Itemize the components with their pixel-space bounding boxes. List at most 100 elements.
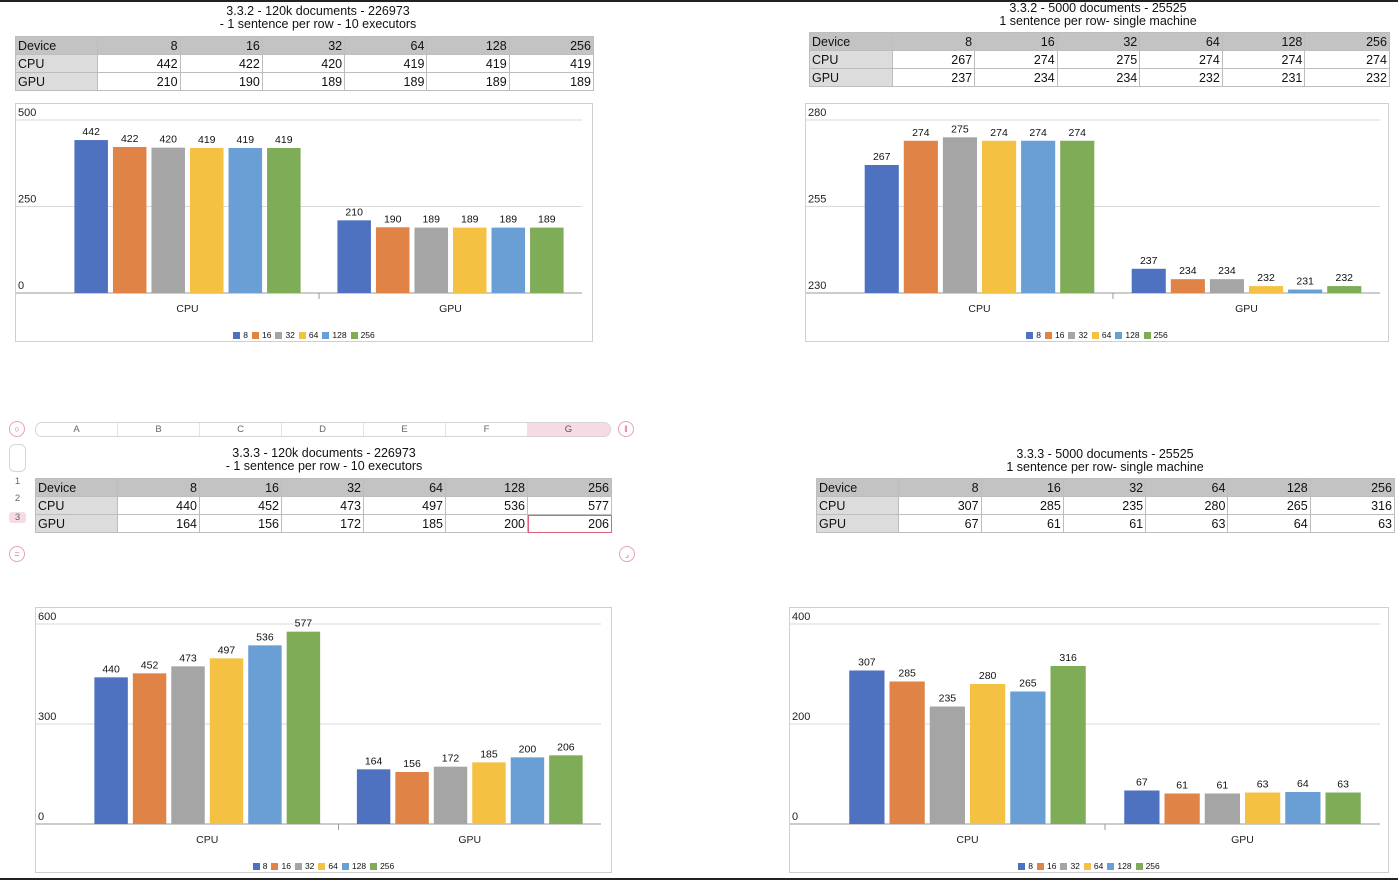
column-header-cell[interactable]: 256: [527, 478, 612, 497]
panel-1-data-table: Device 8 16 32 64 128 256 CPU 442 422 420 419 419 419…: [14, 36, 594, 91]
column-header-cell[interactable]: 64: [363, 478, 446, 497]
column-header-cell: 64: [344, 36, 428, 55]
table-cell[interactable]: 440: [117, 496, 200, 515]
bar-16-gpu: [395, 772, 429, 824]
table-cell: 189: [344, 72, 428, 91]
data-label: 235: [939, 693, 957, 705]
legend-swatch: [271, 863, 279, 870]
table-cell[interactable]: 172: [281, 514, 364, 533]
bar-8-gpu: [1124, 790, 1160, 824]
bar-16-cpu: [903, 140, 938, 293]
table-cell[interactable]: 452: [199, 496, 282, 515]
legend-swatch: [1091, 332, 1099, 339]
table-cell: 189: [426, 72, 510, 91]
column-header-cell[interactable]: 8: [117, 478, 200, 497]
table-cell[interactable]: 206: [527, 514, 612, 533]
legend-item: 32: [1068, 330, 1088, 340]
row-header-track[interactable]: [9, 444, 26, 472]
chart-legend: 8 16 32 64 128 256: [16, 330, 592, 340]
column-header-cell: Device: [809, 32, 893, 51]
table-cell[interactable]: 185: [363, 514, 446, 533]
data-label: 285: [898, 668, 916, 680]
y-tick-label: 0: [38, 811, 44, 823]
legend-item: 128: [322, 330, 347, 340]
bar-64-cpu: [982, 140, 1017, 293]
table-row: GPU 164 156 172 185 200 206: [35, 514, 612, 533]
column-letter-a[interactable]: A: [36, 423, 118, 436]
bar-32-cpu: [171, 666, 205, 824]
column-header-cell: 64: [1139, 32, 1223, 51]
column-letter-b[interactable]: B: [118, 423, 200, 436]
table-cell[interactable]: 497: [363, 496, 446, 515]
row-number-3[interactable]: 3: [9, 512, 26, 523]
legend-item: 8: [1026, 330, 1041, 340]
table-row: GPU 237 234 234 232 231 232: [809, 68, 1390, 87]
table-cell: 274: [1221, 50, 1306, 69]
column-freeze-handle-icon[interactable]: ‖: [618, 421, 634, 437]
bar-256-cpu: [267, 148, 301, 293]
data-label: 189: [500, 214, 518, 226]
table-header-row: Device 8 16 32 64 128 256: [809, 32, 1390, 51]
table-cell: GPU: [809, 68, 893, 87]
legend-item: 16: [1036, 861, 1056, 871]
column-letter-f[interactable]: F: [446, 423, 528, 436]
row-number-2[interactable]: 2: [14, 493, 21, 504]
bar-128-gpu: [1288, 289, 1323, 293]
panel-3-title-line2: - 1 sentence per row - 10 executors: [225, 459, 423, 473]
table-cell[interactable]: 164: [117, 514, 200, 533]
x-category-label: CPU: [968, 303, 990, 315]
table-cell[interactable]: 536: [445, 496, 528, 515]
table-cell: 420: [261, 54, 346, 73]
legend-swatch: [1115, 332, 1123, 339]
legend-item: 128: [1107, 861, 1132, 871]
table-cell[interactable]: 156: [199, 514, 282, 533]
table-cell[interactable]: 577: [527, 496, 612, 515]
legend-swatch: [1143, 332, 1151, 339]
table-row: GPU 67 61 61 63 64 63: [815, 514, 1395, 533]
column-letter-c[interactable]: C: [200, 423, 282, 436]
column-header-cell[interactable]: Device: [35, 478, 118, 497]
legend-swatch: [298, 332, 306, 339]
column-header-cell: Device: [815, 478, 900, 497]
row-header-bar[interactable]: 1 2 3: [9, 444, 26, 540]
column-letter-g[interactable]: G: [528, 423, 610, 436]
bar-128-cpu: [1021, 140, 1056, 293]
table-resize-handle-icon[interactable]: ⌟: [619, 546, 635, 562]
column-header-cell: 32: [1056, 32, 1141, 51]
bar-8-gpu: [1131, 268, 1166, 293]
data-label: 232: [1257, 272, 1275, 284]
bar-64-gpu: [472, 762, 506, 824]
row-number-1[interactable]: 1: [14, 476, 21, 487]
table-cell[interactable]: 200: [445, 514, 528, 533]
legend-label: 64: [1093, 861, 1104, 871]
column-header-cell: 128: [1221, 32, 1306, 51]
table-row: CPU 442 422 420 419 419 419: [14, 54, 594, 73]
data-label: 61: [1217, 780, 1229, 792]
table-header-row: Device 8 16 32 64 128 256: [35, 478, 612, 497]
bar-16-gpu: [375, 227, 410, 293]
panel-3-data-table[interactable]: Device 8 16 32 64 128 256 CPU 440 452 473 497 536 577…: [35, 478, 612, 533]
x-category-label: GPU: [1235, 303, 1258, 315]
panel-4-bar-chart: 0 200 400 307 285 235 280 265 316 CPU 67 61 61 63 64 63…: [789, 607, 1389, 873]
table-cell[interactable]: CPU: [35, 496, 118, 515]
data-label: 536: [256, 631, 274, 643]
column-header-cell[interactable]: 32: [281, 478, 364, 497]
data-label: 280: [979, 670, 997, 682]
legend-label: 128: [332, 330, 347, 340]
table-cell[interactable]: 473: [281, 496, 364, 515]
bar-64-cpu: [970, 684, 1006, 824]
bar-16-gpu: [1164, 793, 1200, 824]
column-header-cell[interactable]: 16: [199, 478, 282, 497]
legend-label: 64: [1101, 330, 1112, 340]
column-letter-d[interactable]: D: [282, 423, 364, 436]
panel-4-title-line1: 3.3.3 - 5000 documents - 25525: [1016, 447, 1194, 461]
table-cell[interactable]: GPU: [35, 514, 118, 533]
row-freeze-handle-icon[interactable]: =: [9, 546, 25, 562]
table-select-handle-icon[interactable]: ○: [9, 421, 25, 437]
legend-label: 16: [281, 861, 291, 871]
column-letter-e[interactable]: E: [364, 423, 446, 436]
table-cell: 419: [344, 54, 428, 73]
column-header-cell[interactable]: 128: [445, 478, 528, 497]
legend-label: 64: [328, 861, 338, 871]
